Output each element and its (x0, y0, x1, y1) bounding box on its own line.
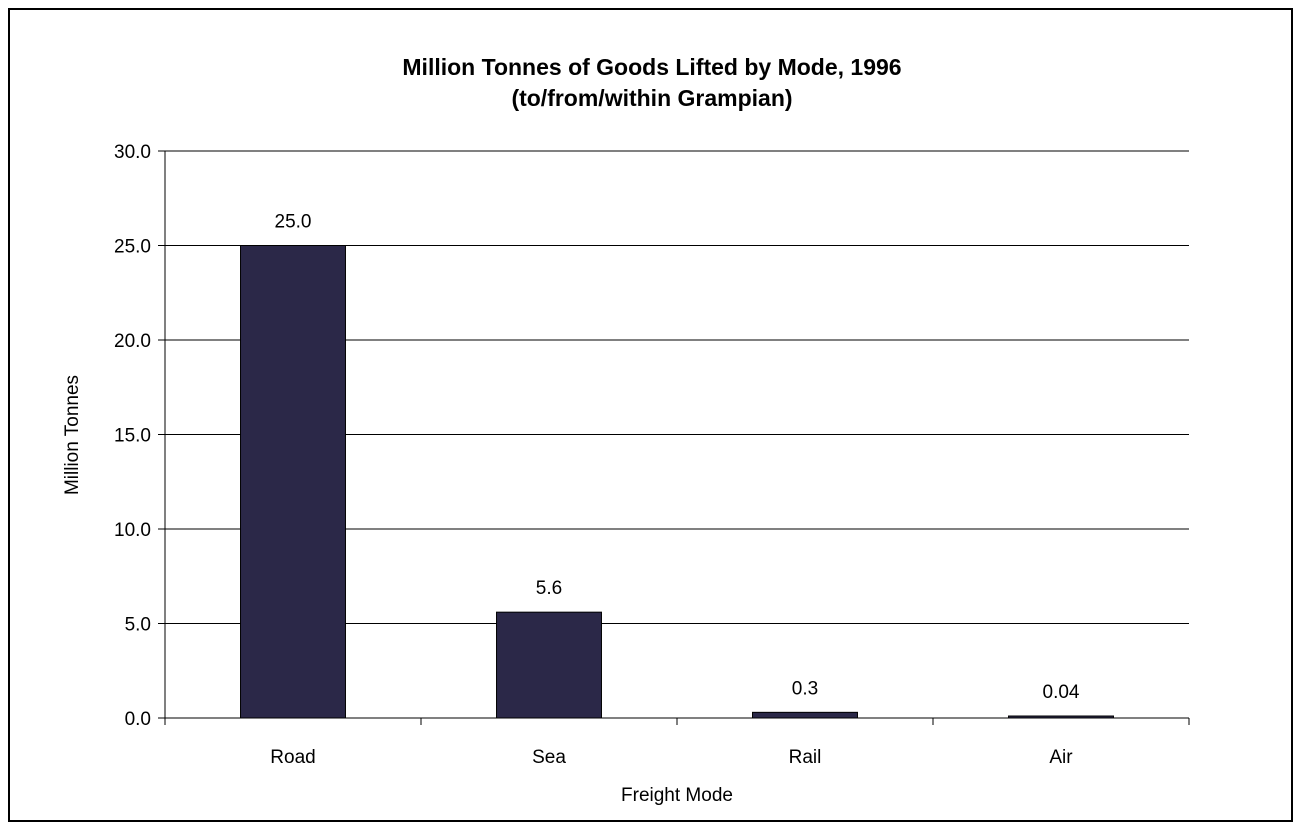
data-label-sea: 5.6 (536, 578, 562, 599)
data-label-rail: 0.3 (792, 678, 818, 699)
y-tick-label: 25.0 (114, 237, 151, 258)
bars (240, 245, 1114, 719)
y-axis-title: Million Tonnes (62, 375, 83, 495)
axes (158, 150, 1190, 725)
labels: 0.0 5.0 10.0 15.0 20.0 25.0 30.0 25.0 Road 5.6 Sea… (114, 142, 1080, 768)
x-axis-title: Freight Mode (621, 785, 733, 806)
y-tick-label: 30.0 (114, 142, 151, 163)
x-tick-label-rail: Rail (789, 747, 822, 768)
x-tick-label-sea: Sea (532, 747, 566, 768)
y-tick-label: 10.0 (114, 520, 151, 541)
data-label-air: 0.04 (1043, 682, 1080, 703)
chart-frame (8, 8, 1293, 822)
bar-road (240, 245, 346, 719)
chart-subtitle: (to/from/within Grampian) (511, 85, 792, 111)
chart-title: Million Tonnes of Goods Lifted by Mode, … (402, 54, 901, 80)
y-tick-label: 20.0 (114, 331, 151, 352)
x-tick-label-road: Road (270, 747, 315, 768)
bar-sea (496, 611, 602, 719)
y-tick-label: 0.0 (125, 709, 151, 730)
x-tick-label-air: Air (1049, 747, 1073, 768)
data-label-road: 25.0 (275, 212, 312, 233)
y-tick-label: 5.0 (125, 615, 151, 636)
bar-rail (752, 711, 858, 719)
y-tick-label: 15.0 (114, 426, 151, 447)
